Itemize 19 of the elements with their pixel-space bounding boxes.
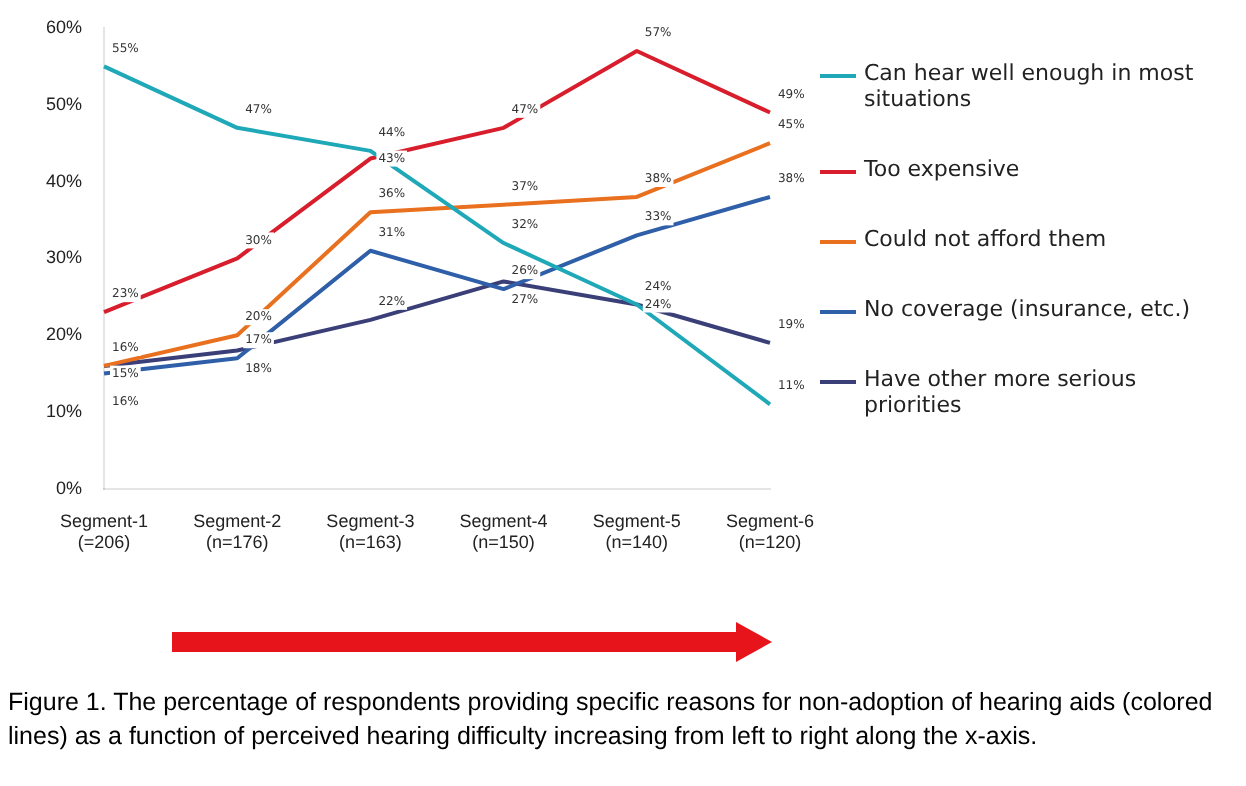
x-tick-label: Segment-5 (n=140) (592, 510, 681, 553)
x-tick-label: Segment-6 (n=120) (725, 510, 815, 553)
legend-label: Could not afford them (864, 226, 1107, 252)
legend-label: Have other more serious priorities (864, 366, 1139, 418)
x-tick-label: Segment-1 (=206) (60, 510, 149, 553)
y-tick-label: 40% (46, 170, 83, 191)
legend-label: Can hear well enough in most situations (864, 60, 1196, 112)
legend-label: Too expensive (864, 156, 1020, 182)
y-tick-label: 60% (46, 16, 83, 37)
y-tick-label: 30% (46, 247, 83, 268)
x-tick-label: Segment-3 (n=163) (326, 510, 415, 553)
caption: Figure 1. The percentage of respondents providing specific reasons for non-adoption of hearing aids (colored lines) as a function of perceived hearing difficulty increasing from left to right along the x-axis. (8, 686, 1215, 754)
x-tick-label: Segment-2 (n=176) (193, 510, 282, 553)
x-tick-label: Segment-4 (n=150) (459, 510, 548, 553)
y-tick-label: 50% (46, 93, 83, 114)
y-tick-label: 10% (46, 400, 83, 421)
y-tick-label: 0% (56, 477, 83, 498)
legend-label: No coverage (insurance, etc.) (864, 296, 1191, 322)
y-tick-label: 20% (46, 324, 83, 345)
